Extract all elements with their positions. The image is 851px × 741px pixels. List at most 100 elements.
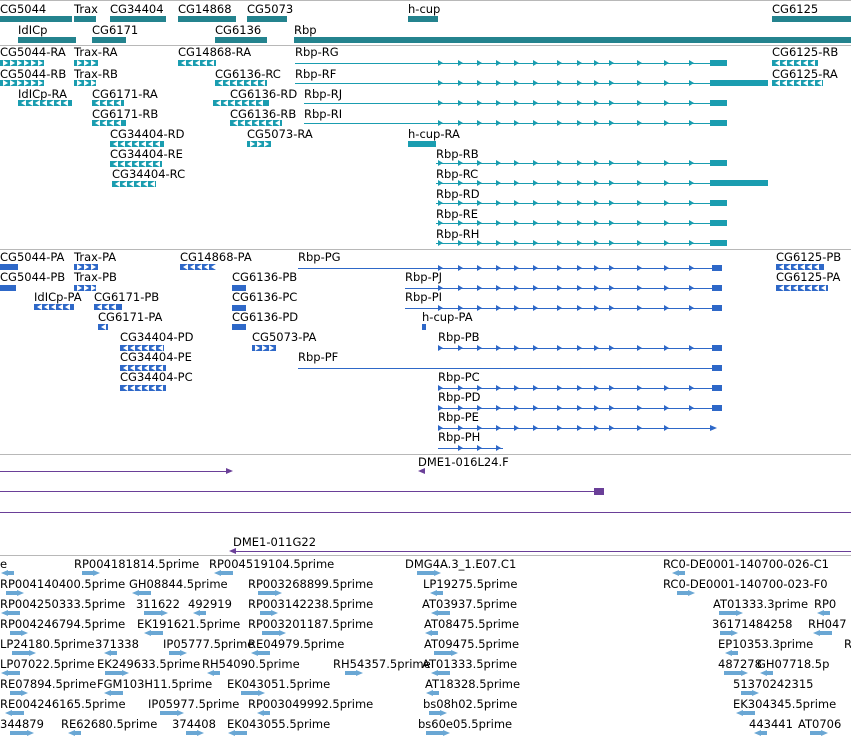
feature-label-trax-pb[interactable]: Trax-PB	[74, 270, 117, 284]
feature-label-at18328-5prime[interactable]: AT18328.5prime	[425, 677, 521, 691]
est-block[interactable]	[345, 671, 356, 675]
est-block[interactable]	[144, 611, 161, 615]
transcript-h-cup-ra[interactable]	[408, 141, 436, 147]
feature-label-h-cup[interactable]: h-cup	[408, 2, 441, 16]
feature-label-trax[interactable]: Trax	[74, 2, 98, 16]
feature-label-rbp-rf[interactable]: Rbp-RF	[295, 67, 337, 81]
feature-label-rbp-rj[interactable]: Rbp-RJ	[304, 87, 343, 101]
feature-label-dmg4a-3-1-e07-c1[interactable]: DMG4A.3_1.E07.C1	[405, 557, 517, 571]
feature-label-idicp[interactable]: IdICp	[18, 23, 48, 37]
feature-label-cg6125-rb[interactable]: CG6125-RB	[772, 46, 839, 59]
est-block[interactable]	[435, 591, 443, 595]
feature-label-idicp-pa[interactable]: IdICp-PA	[34, 290, 82, 304]
feature-label-rp004140400-5prime[interactable]: RP004140400.5prime	[0, 577, 126, 591]
feature-label-cg6136[interactable]: CG6136	[215, 23, 262, 37]
feature-label-rbp-pf[interactable]: Rbp-PF	[298, 350, 339, 364]
feature-label-cg14868-ra[interactable]: CG14868-RA	[178, 46, 252, 59]
feature-label-cg6136-rc[interactable]: CG6136-RC	[215, 67, 281, 81]
gene-cg34404[interactable]	[110, 16, 166, 22]
terminal-exon[interactable]	[710, 60, 727, 66]
gene-cg5073[interactable]	[247, 16, 287, 22]
feature-label-bs60e05-5prime[interactable]: bs60e05.5prime	[418, 717, 513, 731]
est-block[interactable]	[436, 611, 450, 615]
feature-label-cg6136-pc[interactable]: CG6136-PC	[232, 290, 298, 304]
est-block[interactable]	[186, 731, 197, 735]
protein-cg5044-pb[interactable]	[0, 285, 16, 291]
est-block[interactable]	[73, 731, 81, 735]
gene-h-cup[interactable]	[408, 16, 438, 22]
est-block[interactable]	[724, 671, 741, 675]
feature-label-cg6171-pb[interactable]: CG6171-PB	[94, 290, 160, 304]
est-block[interactable]	[741, 691, 752, 695]
protein-cg34404-pe[interactable]	[120, 365, 166, 371]
feature-label-re004246165-5prime[interactable]: RE004246165.5prime	[0, 697, 126, 711]
transcript-cg5044-rb[interactable]	[0, 80, 44, 86]
feature-label-cg14868[interactable]: CG14868	[178, 2, 232, 16]
est-block[interactable]	[10, 731, 27, 735]
est-block[interactable]	[258, 591, 275, 595]
feature-label-bs08h02-5prime[interactable]: bs08h02.5prime	[423, 697, 518, 711]
est-block[interactable]	[10, 711, 24, 715]
est-block[interactable]	[109, 691, 123, 695]
feature-label-h-cup-pa[interactable]: h-cup-PA	[422, 310, 473, 324]
feature-label-at03937-5prime[interactable]: AT03937.5prime	[422, 597, 518, 611]
terminal-exon[interactable]	[712, 405, 722, 411]
feature-label-idicp-ra[interactable]: IdICp-RA	[18, 87, 67, 101]
feature-label-re04979-5prime[interactable]: RE04979.5prime	[248, 637, 345, 651]
feature-label-rbp-pc[interactable]: Rbp-PC	[438, 370, 480, 384]
feature-label-36171484258[interactable]: 36171484258	[712, 617, 793, 631]
feature-label-rp004181814-5prime[interactable]: RP004181814.5prime	[74, 557, 200, 571]
feature-label-374408[interactable]: 374408	[172, 717, 216, 731]
gene-cg6171[interactable]	[92, 37, 126, 43]
feature-label-rp003268899-5prime[interactable]: RP003268899.5prime	[248, 577, 374, 591]
feature-label-rp003201187-5prime[interactable]: RP003201187.5prime	[248, 617, 374, 631]
feature-label-cg5044-pa[interactable]: CG5044-PA	[0, 250, 65, 264]
clone-line[interactable]	[0, 491, 598, 492]
feature-label-at0706[interactable]: AT0706	[798, 717, 842, 731]
protein-cg5044-pa[interactable]	[0, 264, 18, 270]
est-block[interactable]	[149, 631, 163, 635]
feature-label-cg6171[interactable]: CG6171	[92, 23, 139, 37]
est-block[interactable]	[6, 671, 20, 675]
feature-label-trax-pa[interactable]: Trax-PA	[74, 250, 117, 264]
feature-label-cg34404-pd[interactable]: CG34404-PD	[120, 330, 194, 344]
est-block[interactable]	[431, 691, 439, 695]
feature-label-371338[interactable]: 371338	[95, 637, 139, 651]
feature-label-rp004246794-5prime[interactable]: RP004246794.5prime	[0, 617, 126, 631]
feature-label-at01333-3prime[interactable]: AT01333.3prime	[713, 597, 809, 611]
feature-label-rbp[interactable]: Rbp	[294, 23, 317, 37]
est-block[interactable]	[256, 651, 270, 655]
feature-label-rbp-rh[interactable]: Rbp-RH	[436, 227, 480, 241]
terminal-exon[interactable]	[710, 80, 768, 86]
feature-label-rbp-ph[interactable]: Rbp-PH	[438, 430, 481, 444]
est-block[interactable]	[426, 731, 443, 735]
est-block[interactable]	[105, 671, 122, 675]
terminal-exon[interactable]	[712, 305, 722, 311]
feature-label-re07894-5prime[interactable]: RE07894.5prime	[0, 677, 97, 691]
est-block[interactable]	[759, 731, 767, 735]
feature-label-cg6136-rb[interactable]: CG6136-RB	[230, 107, 297, 121]
feature-label-cg5044[interactable]: CG5044	[0, 2, 47, 16]
feature-label-ek249633-5prime[interactable]: EK249633.5prime	[97, 657, 201, 671]
transcript-cg6171-ra[interactable]	[92, 100, 124, 106]
feature-label-rbp-rg[interactable]: Rbp-RG	[295, 46, 339, 59]
est-block[interactable]	[262, 711, 270, 715]
feature-label-51370242315[interactable]: 51370242315	[733, 677, 814, 691]
est-block[interactable]	[160, 711, 177, 715]
feature-label-re62680-5prime[interactable]: RE62680.5prime	[61, 717, 158, 731]
feature-label-cg5073-ra[interactable]: CG5073-RA	[247, 127, 313, 141]
protein-cg6136-pc[interactable]	[232, 305, 246, 311]
est-block[interactable]	[10, 631, 21, 635]
est-block[interactable]	[10, 691, 21, 695]
feature-label-487278[interactable]: 487278	[718, 657, 762, 671]
feature-label-cg5044-rb[interactable]: CG5044-RB	[0, 67, 67, 81]
feature-label-rc0-de0001-140700-026-c1[interactable]: RC0-DE0001-140700-026-C1	[663, 557, 829, 571]
feature-label-rbp-pi[interactable]: Rbp-PI	[405, 290, 443, 304]
feature-label-dme1-016l24-f[interactable]: DME1-016L24.F	[418, 455, 509, 469]
feature-label-rp003142238-5prime[interactable]: RP003142238.5prime	[248, 597, 374, 611]
feature-label-344879[interactable]: 344879	[0, 717, 44, 731]
est-block[interactable]	[741, 711, 755, 715]
feature-label-rbp-pd[interactable]: Rbp-PD	[438, 390, 481, 404]
protein-h-cup-pa[interactable]	[422, 324, 426, 330]
feature-label-gh07718-5p[interactable]: GH07718.5p	[757, 657, 830, 671]
